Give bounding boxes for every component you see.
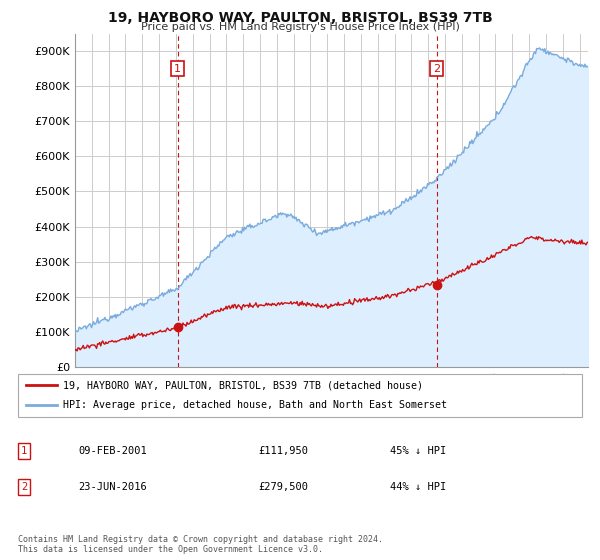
Text: 44% ↓ HPI: 44% ↓ HPI (390, 482, 446, 492)
Text: Contains HM Land Registry data © Crown copyright and database right 2024.
This d: Contains HM Land Registry data © Crown c… (18, 535, 383, 554)
FancyBboxPatch shape (18, 374, 582, 417)
Text: £279,500: £279,500 (258, 482, 308, 492)
Text: Price paid vs. HM Land Registry's House Price Index (HPI): Price paid vs. HM Land Registry's House … (140, 22, 460, 32)
Text: 1: 1 (174, 64, 181, 73)
Text: 2: 2 (433, 64, 440, 73)
Text: 2: 2 (21, 482, 27, 492)
Text: 45% ↓ HPI: 45% ↓ HPI (390, 446, 446, 456)
Text: 09-FEB-2001: 09-FEB-2001 (78, 446, 147, 456)
Text: 23-JUN-2016: 23-JUN-2016 (78, 482, 147, 492)
Text: 1: 1 (21, 446, 27, 456)
Text: 19, HAYBORO WAY, PAULTON, BRISTOL, BS39 7TB (detached house): 19, HAYBORO WAY, PAULTON, BRISTOL, BS39 … (63, 380, 423, 390)
Text: 19, HAYBORO WAY, PAULTON, BRISTOL, BS39 7TB: 19, HAYBORO WAY, PAULTON, BRISTOL, BS39 … (107, 11, 493, 25)
Text: HPI: Average price, detached house, Bath and North East Somerset: HPI: Average price, detached house, Bath… (63, 400, 447, 410)
Text: £111,950: £111,950 (258, 446, 308, 456)
